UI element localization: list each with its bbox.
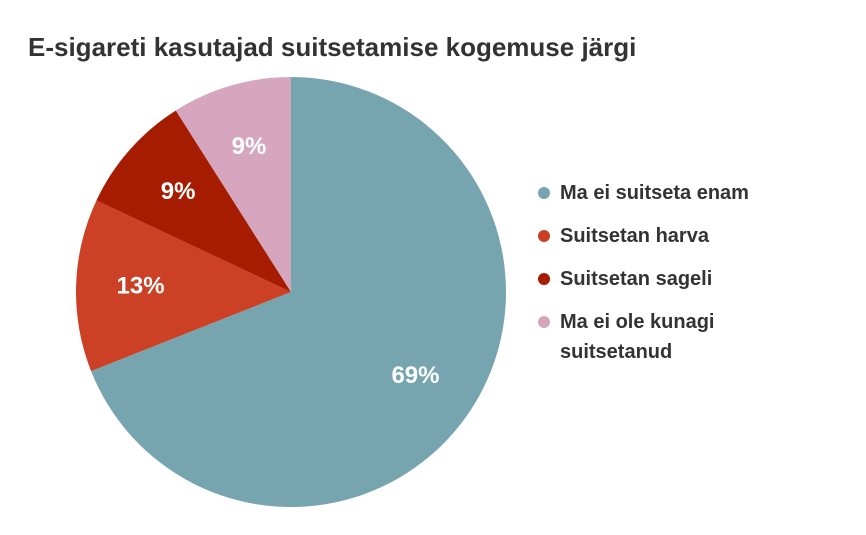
legend-marker [538, 230, 550, 242]
legend-item: Suitsetan harva [538, 221, 808, 251]
legend-marker [538, 273, 550, 285]
data-label: 9% [232, 133, 267, 160]
legend: Ma ei suitseta enam Suitsetan harva Suitse… [538, 178, 808, 380]
legend-label: Suitsetan harva [560, 225, 709, 247]
legend-label: Ma ei ole kunagi suitsetanud [560, 311, 715, 363]
legend-item: Ma ei suitseta enam [538, 178, 808, 208]
legend-label: Ma ei suitseta enam [560, 182, 749, 204]
legend-item: Suitsetan sageli [538, 264, 808, 294]
pie-slice [76, 200, 291, 372]
legend-label: Suitsetan sageli [560, 268, 713, 290]
legend-marker [538, 316, 550, 328]
chart-title: E-sigareti kasutajad suitsetamise kogemu… [28, 32, 636, 62]
data-label: 13% [117, 273, 165, 300]
pie-slice [91, 77, 507, 508]
data-label: 9% [161, 178, 196, 205]
legend-item: Ma ei ole kunagi suitsetanud [538, 307, 808, 367]
data-label: 69% [391, 362, 439, 389]
pie-slice [175, 77, 291, 292]
pie-slice [96, 110, 291, 292]
legend-marker [538, 187, 550, 199]
